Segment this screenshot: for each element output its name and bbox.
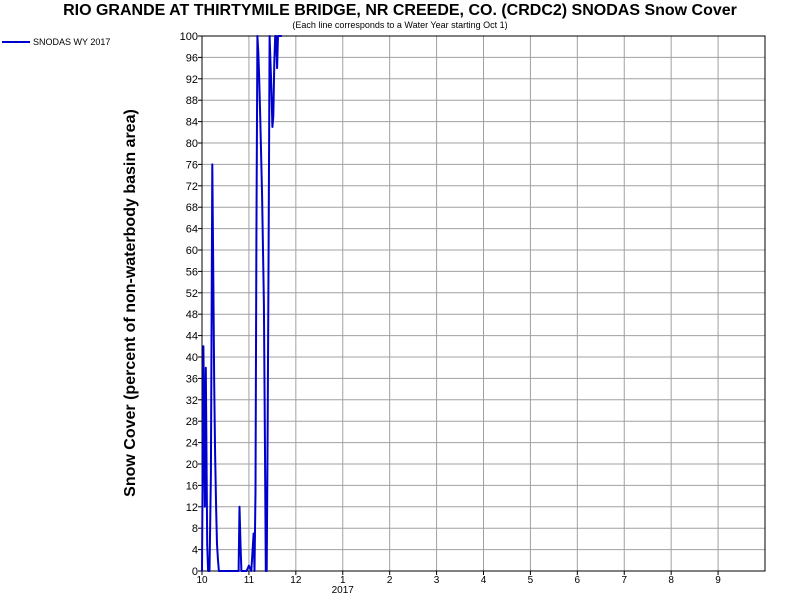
y-tick-label: 12 bbox=[186, 502, 198, 514]
y-tick-label: 0 bbox=[192, 566, 198, 578]
y-tick-label: 60 bbox=[186, 245, 198, 257]
x-tick-label: 10 bbox=[196, 575, 208, 586]
y-tick-label: 92 bbox=[186, 74, 198, 86]
y-axis-label: Snow Cover (percent of non-waterbody bas… bbox=[122, 109, 139, 497]
chart-subtitle: (Each line corresponds to a Water Year s… bbox=[292, 20, 508, 30]
y-tick-label: 16 bbox=[186, 480, 198, 492]
y-tick-label: 68 bbox=[186, 202, 198, 214]
chart-title: RIO GRANDE AT THIRTYMILE BRIDGE, NR CREE… bbox=[63, 2, 737, 19]
x-tick-label: 5 bbox=[528, 575, 534, 586]
y-tick-label: 80 bbox=[186, 138, 198, 150]
y-tick-label: 8 bbox=[192, 523, 198, 535]
y-tick-label: 36 bbox=[186, 373, 198, 385]
y-tick-label: 76 bbox=[186, 159, 198, 171]
plot-frame bbox=[201, 35, 766, 572]
series-line-snodas-wy-2017 bbox=[201, 35, 282, 572]
x-tick-label: 7 bbox=[621, 575, 627, 586]
x-tick-label: 9 bbox=[715, 575, 721, 586]
y-tick-label: 96 bbox=[186, 52, 198, 64]
y-tick-label: 100 bbox=[180, 31, 198, 43]
y-tick-label: 4 bbox=[192, 545, 198, 557]
y-tick-label: 64 bbox=[186, 224, 198, 236]
y-tick-label: 48 bbox=[186, 309, 198, 321]
x-tick-label: 4 bbox=[481, 575, 487, 586]
x-year-label: 2017 bbox=[332, 585, 355, 596]
y-tick-label: 56 bbox=[186, 266, 198, 278]
y-tick-label: 52 bbox=[186, 288, 198, 300]
y-tick-label: 28 bbox=[186, 416, 198, 428]
x-tick-label: 2 bbox=[387, 575, 393, 586]
x-tick-label: 8 bbox=[668, 575, 674, 586]
x-tick-label: 6 bbox=[575, 575, 581, 586]
x-tick-label: 12 bbox=[290, 575, 302, 586]
y-tick-label: 84 bbox=[186, 117, 198, 129]
y-tick-label: 88 bbox=[186, 95, 198, 107]
y-tick-label: 32 bbox=[186, 395, 198, 407]
y-tick-label: 72 bbox=[186, 181, 198, 193]
y-tick-label: 40 bbox=[186, 352, 198, 364]
x-tick-label: 1 bbox=[340, 575, 346, 586]
y-tick-label: 24 bbox=[186, 438, 198, 450]
x-tick-label: 3 bbox=[434, 575, 440, 586]
y-tick-label: 44 bbox=[186, 331, 198, 343]
x-tick-label: 11 bbox=[244, 575, 255, 586]
y-tick-label: 20 bbox=[186, 459, 198, 471]
legend-label: SNODAS WY 2017 bbox=[33, 37, 110, 47]
